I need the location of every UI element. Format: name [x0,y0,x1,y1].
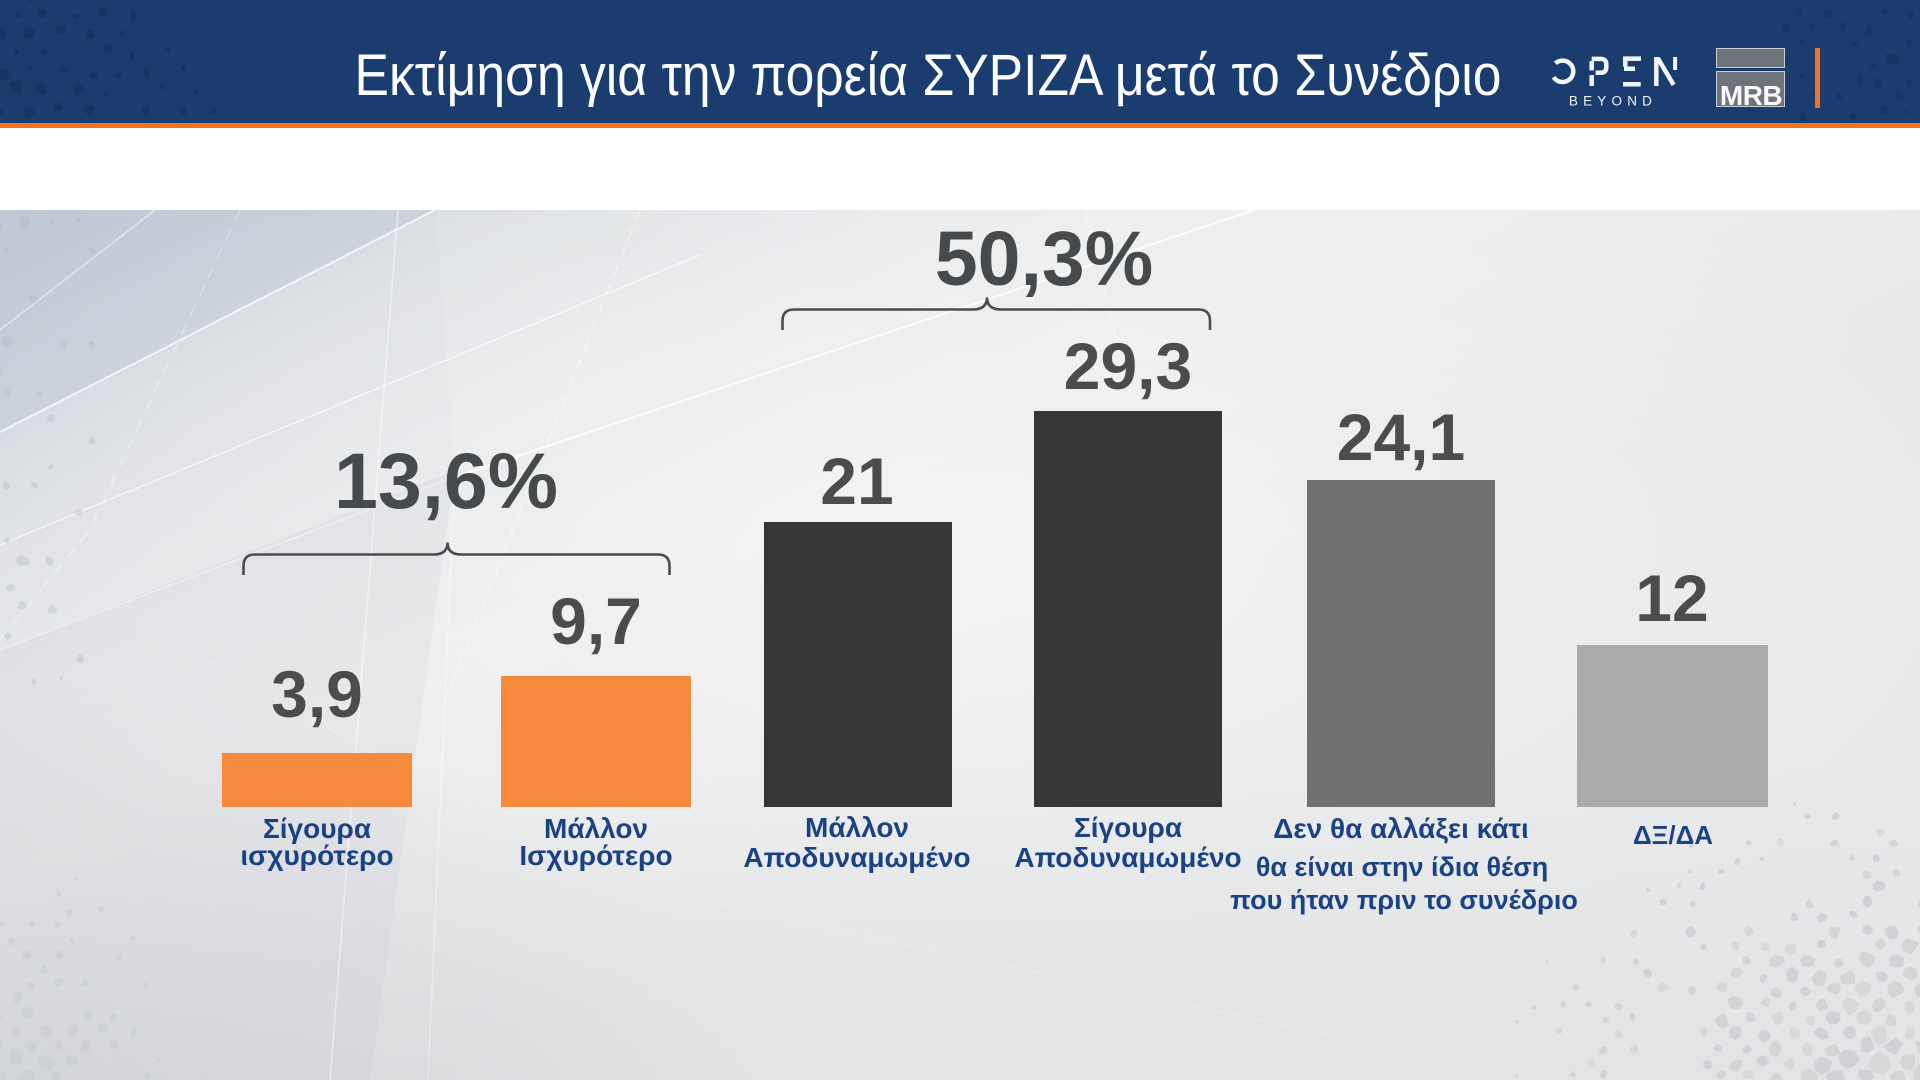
svg-text:BEYOND: BEYOND [1569,94,1657,109]
